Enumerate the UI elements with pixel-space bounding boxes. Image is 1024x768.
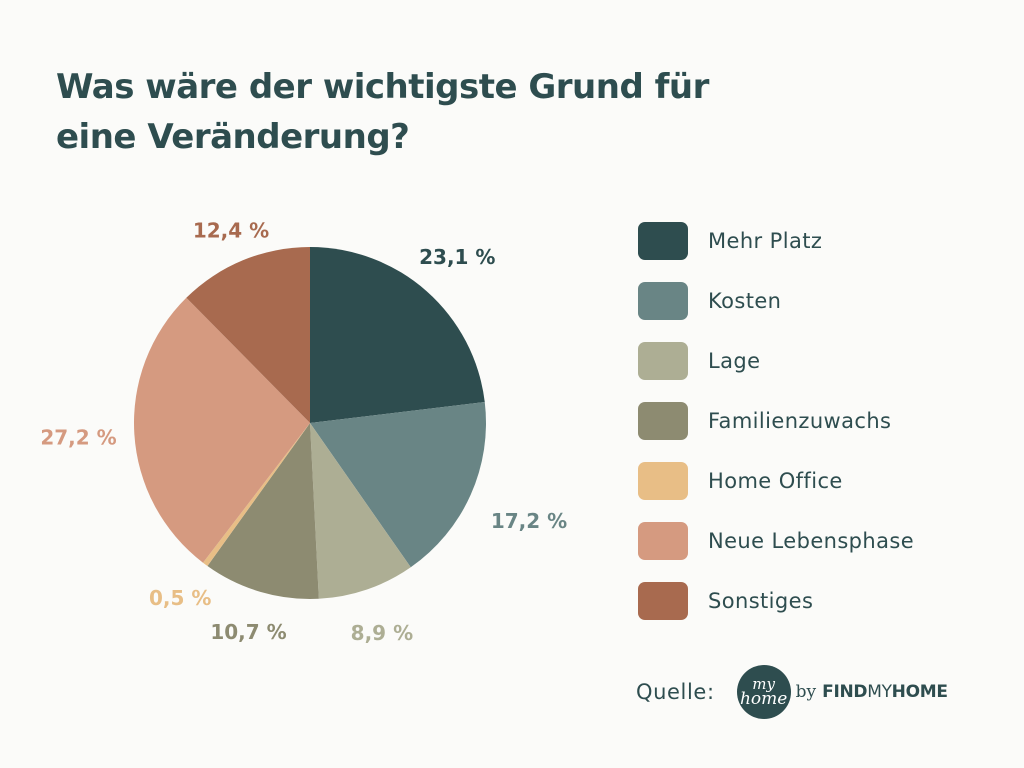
legend-label: Mehr Platz	[708, 229, 823, 253]
myhome-logo: my home	[736, 665, 791, 719]
findmyhome-brand: FINDMYHOME	[822, 682, 948, 702]
brand-my: MY	[867, 682, 892, 702]
pie-slice-neue-lebensphase	[133, 297, 310, 563]
legend-label: Familienzuwachs	[708, 409, 892, 433]
legend-item-lage: Lage	[638, 342, 914, 402]
pie-slice-lage	[310, 423, 411, 599]
legend-item-sonstiges: Sonstiges	[638, 582, 914, 642]
legend-item-neue-lebensphase: Neue Lebensphase	[638, 522, 914, 582]
brand-find: FIND	[822, 682, 868, 702]
chart-title-line-2: eine Veränderung?	[56, 117, 410, 157]
chart-title-line-1: Was wäre der wichtigste Grund für	[56, 67, 709, 107]
pie-label-sonstiges: 12,4 %	[193, 219, 269, 243]
pie-label-familienzuwachs: 10,7 %	[210, 620, 286, 644]
legend-item-home-office: Home Office	[638, 462, 914, 522]
legend-swatch	[638, 342, 688, 380]
legend-swatch	[638, 282, 688, 320]
pie-label-home-office: 0,5 %	[149, 586, 211, 610]
legend-swatch	[638, 222, 688, 260]
source-label: Quelle:	[636, 680, 715, 704]
legend-item-familienzuwachs: Familienzuwachs	[638, 402, 914, 462]
logo-by-text: by	[795, 682, 817, 702]
logo-home-text: home	[739, 689, 788, 709]
pie-label-lage: 8,9 %	[351, 621, 413, 645]
pie-slice-mehr-platz	[310, 247, 485, 423]
legend-label: Lage	[708, 349, 761, 373]
legend-item-mehr-platz: Mehr Platz	[638, 222, 914, 282]
legend-swatch	[638, 462, 688, 500]
pie-slice-sonstiges	[186, 247, 310, 423]
brand-home: HOME	[891, 682, 948, 702]
pie-slice-home-office	[203, 423, 310, 567]
legend-label: Home Office	[708, 469, 843, 493]
pie-slice-familienzuwachs	[207, 423, 319, 600]
legend-item-kosten: Kosten	[638, 282, 914, 342]
pie-label-mehr-platz: 23,1 %	[419, 245, 495, 269]
legend-label: Sonstiges	[708, 589, 814, 613]
legend-swatch	[638, 582, 688, 620]
pie-slice-kosten	[310, 402, 487, 568]
legend-label: Neue Lebensphase	[708, 529, 915, 553]
chart-title: Was wäre der wichtigste Grund für eine V…	[56, 62, 756, 162]
source: Quelle: my home by FINDMYHOME	[636, 664, 948, 720]
legend-label: Kosten	[708, 289, 782, 313]
legend: Mehr Platz Kosten Lage Familienzuwachs H…	[638, 222, 914, 642]
pie-label-neue-lebensphase: 27,2 %	[40, 426, 116, 450]
pie-label-kosten: 17,2 %	[491, 509, 567, 533]
legend-swatch	[638, 522, 688, 560]
logo-my-text: my	[752, 675, 775, 693]
legend-swatch	[638, 402, 688, 440]
